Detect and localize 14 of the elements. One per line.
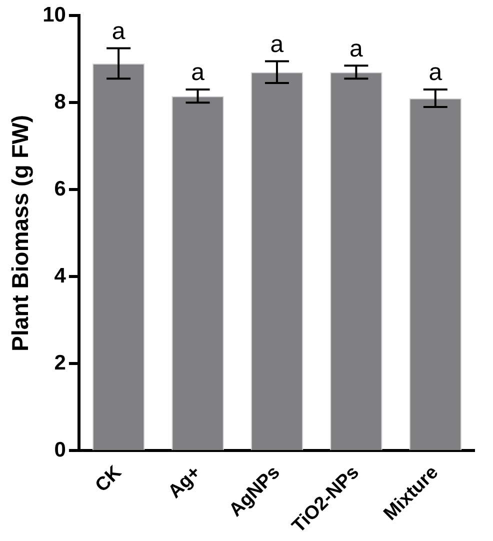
annotation: a — [428, 59, 443, 86]
y-tick-label: 4 — [54, 264, 66, 288]
y-tick-label: 10 — [42, 3, 66, 26]
y-tick-label: 8 — [54, 90, 66, 114]
y-tick-label: 0 — [54, 438, 66, 462]
x-tick-label: Ag+ — [164, 462, 206, 503]
y-tick-label: 6 — [54, 177, 66, 200]
annotation: a — [270, 30, 284, 58]
annotation: a — [350, 35, 364, 62]
annotation: a — [191, 59, 206, 86]
y-tick-label: 2 — [54, 351, 66, 374]
x-tick-label: CK — [92, 462, 126, 496]
annotation: a — [112, 18, 126, 45]
y-axis-title: Plant Biomass (g FW) — [7, 114, 34, 352]
